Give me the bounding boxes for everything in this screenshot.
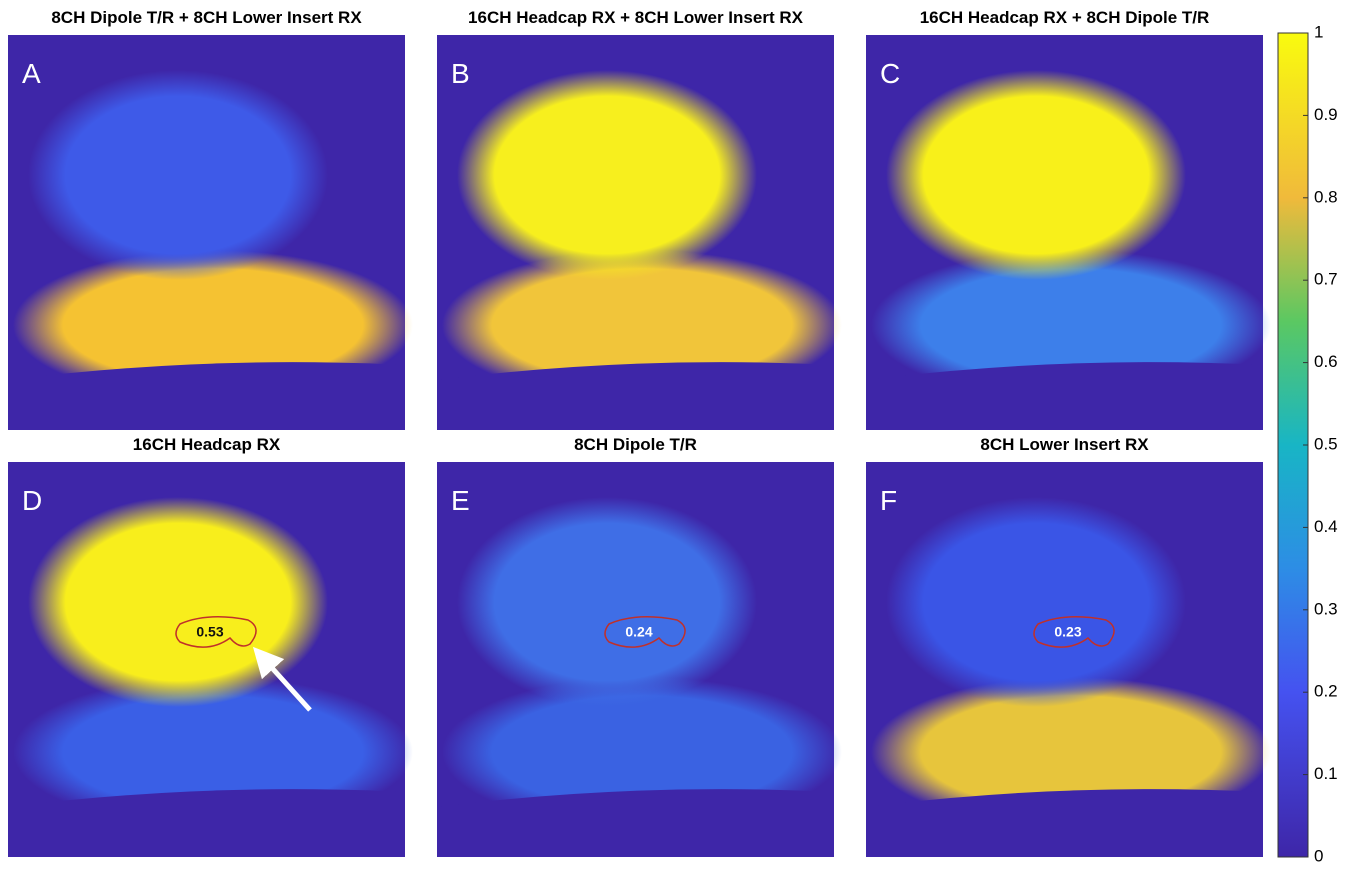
panel [866,35,1271,430]
roi-value: 0.23 [1054,624,1081,640]
panel-letter: E [451,485,470,516]
panel: 0.24 [437,462,842,857]
tick-label: 0 [1314,846,1323,865]
panel [8,35,413,430]
head-region [28,70,328,280]
panel-letter: F [880,485,897,516]
panel: 0.23 [866,462,1271,857]
tick-label: 0.3 [1314,599,1338,618]
tick-label: 0.4 [1314,517,1338,536]
figure: 8CH Dipole T/R + 8CH Lower Insert RX A 16C… [0,0,1370,869]
tick-label: 0.1 [1314,764,1338,783]
panel-title: 16CH Headcap RX + 8CH Dipole T/R [920,8,1210,27]
panel-title: 16CH Headcap RX + 8CH Lower Insert RX [468,8,804,27]
tick-label: 0.8 [1314,187,1338,206]
head-region [457,497,757,707]
tick-label: 0.9 [1314,105,1338,124]
tick-label: 0.7 [1314,270,1338,289]
panel [437,35,842,430]
panel-letter: C [880,58,900,89]
head-region [457,70,757,280]
roi-value: 0.24 [625,624,652,640]
panel-letter: A [22,58,41,89]
panel-title: 8CH Dipole T/R [574,435,697,454]
tick-label: 1 [1314,22,1323,41]
head-region [28,497,328,707]
panel-letter: D [22,485,42,516]
panel-title: 8CH Lower Insert RX [980,435,1149,454]
head-region [886,497,1186,707]
panel: 0.53 [8,462,413,857]
head-region [886,70,1186,280]
tick-label: 0.2 [1314,682,1338,701]
panel-letter: B [451,58,470,89]
roi-value: 0.53 [196,624,223,640]
tick-label: 0.5 [1314,434,1338,453]
panel-title: 16CH Headcap RX [133,435,281,454]
panel-title: 8CH Dipole T/R + 8CH Lower Insert RX [51,8,362,27]
tick-label: 0.6 [1314,352,1338,371]
